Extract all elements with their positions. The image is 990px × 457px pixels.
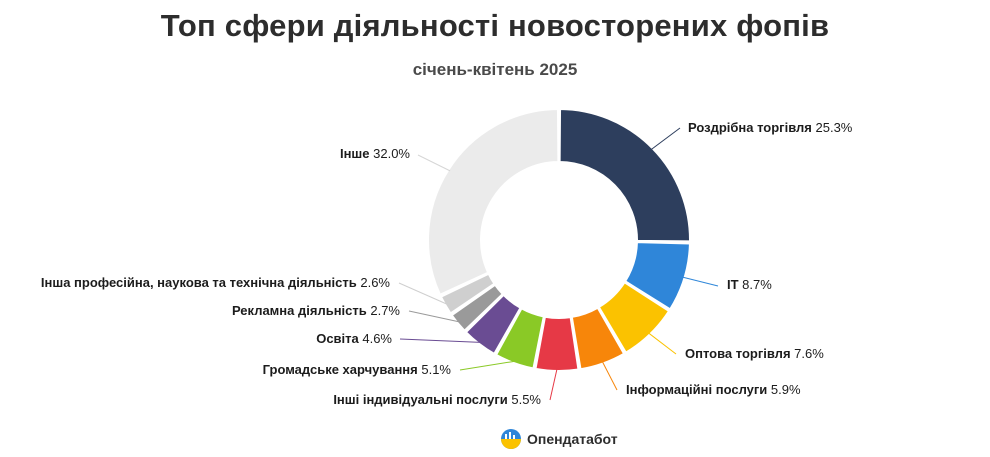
leader-line-8 [398, 282, 448, 305]
slice-label-name: Інша професійна, наукова та технічна дія… [41, 275, 360, 290]
slice-label-name: Оптова торгівля [685, 346, 794, 361]
slice-label-1: IT 8.7% [727, 277, 772, 292]
slice-7[interactable] [450, 283, 504, 332]
slice-label-value: 2.7% [370, 303, 400, 318]
slice-label-value: 4.6% [362, 331, 392, 346]
leader-line-4 [549, 368, 558, 401]
slice-label-8: Інша професійна, наукова та технічна дія… [41, 275, 391, 290]
slice-label-name: Громадське харчування [263, 362, 422, 377]
slice-1[interactable] [624, 241, 691, 311]
slice-label-value: 8.7% [742, 277, 772, 292]
slice-6[interactable] [464, 293, 522, 355]
slice-label-name: Освіта [316, 331, 362, 346]
slice-label-name: IT [727, 277, 742, 292]
leader-line-2 [648, 332, 677, 355]
leader-line-7 [408, 310, 460, 323]
slice-4[interactable] [534, 315, 580, 372]
slice-label-value: 7.6% [794, 346, 824, 361]
slice-label-name: Інші індивідуальні послуги [333, 392, 511, 407]
slice-label-6: Освіта 4.6% [316, 331, 392, 346]
slice-label-value: 5.5% [511, 392, 541, 407]
slice-label-name: Інше [340, 146, 373, 161]
slice-2[interactable] [597, 281, 671, 354]
slice-label-name: Інформаційні послуги [626, 382, 771, 397]
slice-label-3: Інформаційні послуги 5.9% [626, 382, 801, 397]
slice-label-value: 2.6% [360, 275, 390, 290]
slice-label-value: 5.1% [421, 362, 451, 377]
slice-label-5: Громадське харчування 5.1% [263, 362, 452, 377]
chart-subtitle: січень-квітень 2025 [412, 60, 578, 79]
slice-label-value: 32.0% [373, 146, 410, 161]
leader-line-0 [650, 127, 681, 151]
slice-label-0: Роздрібна торгівля 25.3% [688, 120, 853, 135]
slice-label-4: Інші індивідуальні послуги 5.5% [333, 392, 541, 407]
opendatabot-logo-icon [501, 429, 521, 449]
slice-label-name: Роздрібна торгівля [688, 120, 816, 135]
slice-8[interactable] [439, 272, 496, 315]
leader-line-1 [682, 276, 719, 287]
slice-label-name: Рекламна діяльність [232, 303, 370, 318]
leader-line-6 [399, 338, 481, 343]
brand-name: Опендатабот [527, 431, 618, 447]
chart-title: Топ сфери діяльності новосторених фопів [160, 8, 830, 43]
slice-9[interactable] [427, 108, 560, 296]
slice-3[interactable] [570, 306, 626, 371]
leader-line-3 [601, 361, 618, 391]
slice-label-7: Рекламна діяльність 2.7% [232, 303, 400, 318]
leader-line-9 [417, 154, 451, 172]
slice-label-value: 5.9% [771, 382, 801, 397]
slice-5[interactable] [495, 307, 545, 370]
slice-0[interactable] [558, 108, 691, 243]
slice-label-2: Оптова торгівля 7.6% [685, 346, 824, 361]
leader-line-5 [459, 360, 516, 371]
slice-label-9: Інше 32.0% [340, 146, 410, 161]
slice-label-value: 25.3% [816, 120, 853, 135]
brand: Опендатабот [500, 427, 618, 451]
